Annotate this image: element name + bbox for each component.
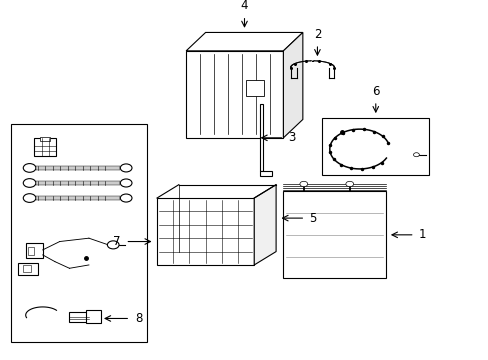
Text: 4: 4 — [240, 0, 248, 12]
Text: 2: 2 — [313, 28, 321, 41]
Bar — [259, 171, 271, 176]
Bar — [186, 51, 283, 138]
Bar — [40, 137, 50, 141]
Bar — [36, 181, 120, 185]
Circle shape — [120, 179, 132, 187]
Bar — [157, 198, 254, 265]
Bar — [36, 196, 120, 201]
Text: 6: 6 — [371, 85, 379, 98]
Bar — [11, 125, 147, 342]
Circle shape — [120, 194, 132, 202]
Polygon shape — [283, 32, 302, 138]
Bar — [259, 104, 263, 171]
Circle shape — [23, 179, 36, 187]
Circle shape — [413, 153, 419, 157]
Bar — [322, 118, 428, 175]
Bar — [86, 310, 101, 324]
Text: 7: 7 — [113, 235, 120, 248]
Text: 5: 5 — [308, 212, 316, 225]
Circle shape — [23, 163, 36, 172]
Text: 1: 1 — [418, 228, 425, 241]
Bar — [246, 80, 264, 96]
Circle shape — [120, 164, 132, 172]
Bar — [283, 192, 385, 278]
Bar — [28, 247, 34, 255]
Bar — [69, 312, 89, 322]
Circle shape — [345, 181, 353, 187]
Text: 3: 3 — [287, 131, 295, 144]
Bar — [34, 138, 56, 156]
Text: 8: 8 — [135, 312, 142, 325]
Circle shape — [299, 181, 307, 187]
Polygon shape — [186, 32, 302, 51]
Bar — [19, 263, 38, 275]
Bar — [26, 243, 42, 258]
Circle shape — [107, 241, 119, 249]
Bar — [36, 166, 120, 170]
Polygon shape — [254, 185, 276, 265]
Bar — [23, 265, 30, 272]
Circle shape — [23, 194, 36, 202]
